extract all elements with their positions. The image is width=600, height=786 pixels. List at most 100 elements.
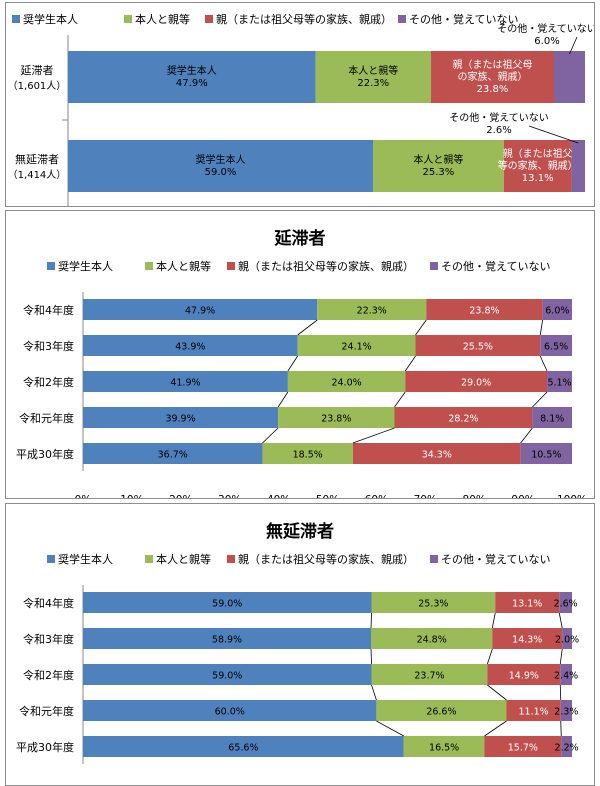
delinquent-legend-label-2: 親（または祖父母等の家族、親戚） <box>238 259 414 273</box>
nondelinquent-data-label-0-2: 13.1% <box>512 599 542 610</box>
delinquent-bar-segment-0-3 <box>542 299 572 320</box>
delinquent-legend-swatch-2 <box>227 262 235 270</box>
nondelinquent-data-label-2-0: 59.0% <box>212 671 242 682</box>
delinquent-bar-segment-4-1 <box>262 443 353 464</box>
delinquent-x-tick-0: 0% <box>75 494 92 498</box>
nondelinquent-data-label-4-0: 65.6% <box>228 743 258 754</box>
delinquent-data-label-2-0: 41.9% <box>170 378 200 389</box>
nondelinquent-data-label-3-2: 11.1% <box>519 707 549 718</box>
summary-bar-segment-1-3 <box>571 140 585 192</box>
nondelinquent-bar-segment-0-3 <box>559 592 572 613</box>
delinquent-legend-swatch-3 <box>430 262 438 270</box>
delinquent-data-label-4-3: 10.5% <box>531 450 561 461</box>
delinquent-data-label-4-0: 36.7% <box>158 450 188 461</box>
delinquent-x-tick-9: 90% <box>511 494 534 498</box>
delinquent-chart-title: 延滞者 <box>274 228 326 249</box>
delinquent-x-tick-4: 40% <box>267 494 290 498</box>
delinquent-data-label-4-1: 18.5% <box>293 450 323 461</box>
nondelinquent-bar-segment-4-0 <box>83 736 404 757</box>
delinquent-series-line-1-1 <box>404 355 416 372</box>
nondelinquent-legend-swatch-1 <box>145 555 153 563</box>
summary-bar-segment-1-0 <box>68 140 374 192</box>
non-delinquent-chart-panel: 無延滞者 奨学生本人 本人と親等 親（または祖父母等の家族、親戚） その他・覚えていない… <box>5 503 595 786</box>
summary-bar-segment-0-2 <box>430 51 554 103</box>
nondelinquent-data-label-0-0: 59.0% <box>212 599 242 610</box>
delinquent-series-line-3-1 <box>352 427 395 444</box>
delinquent-data-label-3-3: 8.1% <box>540 414 564 425</box>
nondelinquent-bar-segment-1-2 <box>492 628 563 649</box>
delinquent-series-line-2-1 <box>394 391 406 408</box>
delinquent-bar-segment-1-0 <box>83 335 298 356</box>
delinquent-category-label-3: 令和元年度 <box>19 411 74 425</box>
delinquent-bar-segment-3-2 <box>394 407 533 428</box>
nondelinquent-category-label-2: 令和2年度 <box>23 668 74 682</box>
nondelinquent-bar-segment-2-0 <box>83 664 372 685</box>
nondelinquent-series-line-0-2 <box>558 612 563 629</box>
nondelinquent-chart-title: 無延滞者 <box>266 521 334 542</box>
nondelinquent-category-label-3: 令和元年度 <box>19 704 74 718</box>
nondelinquent-bar-segment-4-1 <box>403 736 485 757</box>
nondelinquent-legend-swatch-2 <box>227 555 235 563</box>
nondelinquent-data-label-3-1: 26.6% <box>426 707 456 718</box>
nondelinquent-data-label-3-0: 60.0% <box>215 707 245 718</box>
delinquent-bar-segment-2-1 <box>287 371 406 392</box>
nondelinquent-legend-label-0: 奨学生本人 <box>58 552 113 566</box>
nondelinquent-series-line-3-0 <box>376 720 404 737</box>
nondelinquent-bar-segment-0-1 <box>371 592 496 613</box>
delinquent-data-label-0-3: 6.0% <box>545 306 569 317</box>
summary-bar-segment-1-2 <box>503 140 572 192</box>
nondelinquent-bar-segment-2-1 <box>371 664 488 685</box>
summary-leader-line-1 <box>528 125 579 144</box>
delinquent-bar-segment-3-0 <box>83 407 279 428</box>
summary-bar-segment-0-0 <box>68 51 316 103</box>
delinquent-category-label-0: 令和4年度 <box>23 303 74 317</box>
nondelinquent-data-label-4-3: 2.2% <box>555 743 579 754</box>
delinquent-category-label-1: 令和3年度 <box>23 339 74 353</box>
nondelinquent-data-label-1-0: 58.9% <box>212 635 242 646</box>
nondelinquent-bar-segment-0-0 <box>83 592 372 613</box>
summary-legend-label-1: 本人と親等 <box>135 12 190 26</box>
summary-bar-segment-1-1 <box>373 140 504 192</box>
delinquent-x-tick-2: 20% <box>169 494 192 498</box>
summary-category-label-0: 延滞者 <box>21 64 54 77</box>
nondelinquent-series-line-0-1 <box>491 612 496 629</box>
delinquent-x-tick-6: 60% <box>365 494 388 498</box>
delinquent-series-line-2-2 <box>532 391 548 408</box>
nondelinquent-bar-segment-4-2 <box>484 736 562 757</box>
delinquent-bar-segment-0-2 <box>426 299 543 320</box>
nondelinquent-data-label-2-3: 2.4% <box>554 671 578 682</box>
nondelinquent-bar-segment-1-0 <box>83 628 372 649</box>
delinquent-series-line-1-0 <box>287 355 299 372</box>
delinquent-bar-segment-1-2 <box>415 335 541 356</box>
delinquent-chart-panel: 延滞者 奨学生本人 本人と親等 親（または祖父母等の家族、親戚） その他・覚えていない令… <box>5 210 595 499</box>
delinquent-series-line-2-0 <box>277 391 289 408</box>
delinquent-bar-segment-4-0 <box>83 443 263 464</box>
nondelinquent-bar-segment-3-0 <box>83 700 377 721</box>
nondelinquent-legend-swatch-3 <box>430 555 438 563</box>
delinquent-legend-label-3: その他・覚えていない <box>441 260 550 273</box>
delinquent-x-tick-5: 50% <box>316 494 339 498</box>
delinquent-bar-segment-3-3 <box>532 407 572 428</box>
nondelinquent-bar-segment-1-3 <box>562 628 572 649</box>
delinquent-series-line-0-2 <box>539 319 544 336</box>
delinquent-x-tick-8: 80% <box>463 494 486 498</box>
nondelinquent-data-label-1-3: 2.0% <box>555 635 579 646</box>
summary-legend-swatch-2 <box>205 15 213 23</box>
nondelinquent-data-label-0-3: 2.6% <box>554 599 578 610</box>
delinquent-bar-segment-1-1 <box>297 335 416 356</box>
summary-bar-segment-0-3 <box>553 51 585 103</box>
delinquent-bar-segment-0-1 <box>317 299 427 320</box>
nondelinquent-data-label-0-1: 25.3% <box>418 599 448 610</box>
nondelinquent-data-label-4-1: 16.5% <box>429 743 459 754</box>
summary-data-label-1-0: 奨学生本人 59.0% <box>196 153 246 178</box>
nondelinquent-legend-label-3: その他・覚えていない <box>441 553 550 566</box>
nondelinquent-bar-segment-4-3 <box>561 736 572 757</box>
delinquent-data-label-4-2: 34.3% <box>422 450 452 461</box>
delinquent-data-label-1-0: 43.9% <box>175 342 205 353</box>
delinquent-data-label-1-1: 24.1% <box>342 342 372 353</box>
nondelinquent-data-label-1-1: 24.8% <box>417 635 447 646</box>
delinquent-series-line-3-2 <box>520 427 533 444</box>
summary-category-count-0: （1,601人） <box>8 80 67 92</box>
